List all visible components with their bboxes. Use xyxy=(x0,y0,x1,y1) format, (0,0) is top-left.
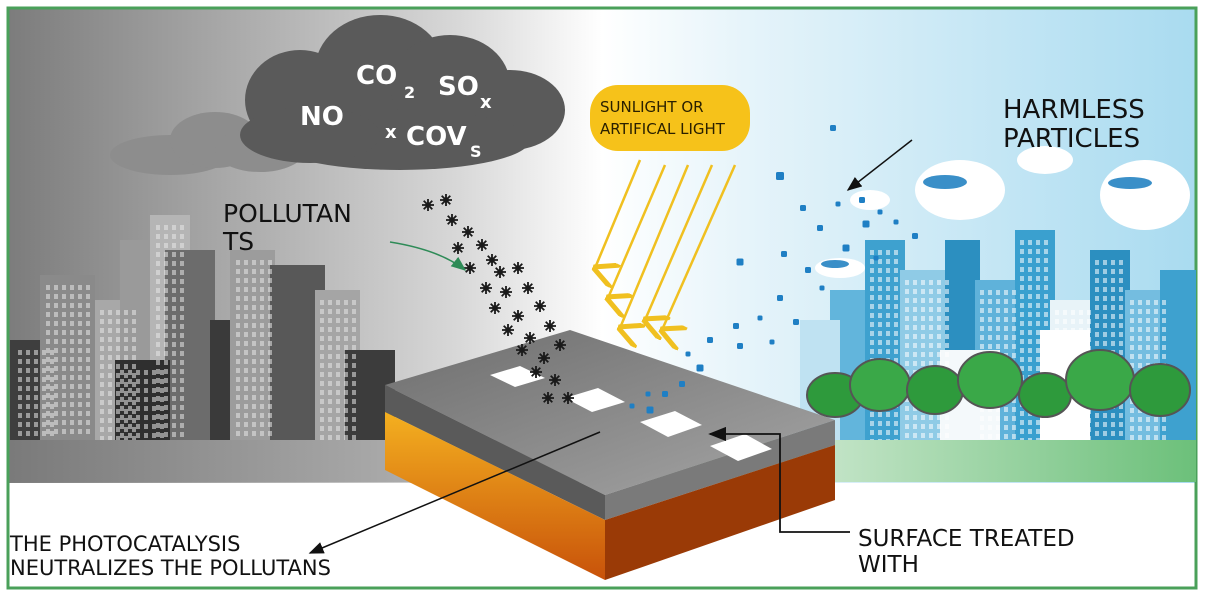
harmless-particle xyxy=(696,364,704,372)
so-formula: SO xyxy=(438,72,479,102)
harmless-particle xyxy=(793,319,799,325)
pollutants-label: POLLUTAN TS xyxy=(223,200,352,256)
harmless-particles xyxy=(629,125,918,414)
surface-label: SURFACE TREATED WITH xyxy=(858,526,1075,579)
harmless-particle xyxy=(819,285,825,291)
harmless-particle xyxy=(800,205,806,211)
harmless-arrow xyxy=(846,139,913,191)
harmless-particle xyxy=(817,225,823,231)
harmless-particle xyxy=(646,406,654,414)
harmless-particle xyxy=(769,339,775,345)
harmless-particle xyxy=(877,209,883,215)
harmless-particle xyxy=(737,343,743,349)
pollutant-particle xyxy=(511,261,525,275)
harmless-particle xyxy=(873,255,879,261)
surface-label-line1: SURFACE TREATED xyxy=(858,526,1075,552)
pollutants-label-line1: POLLUTAN xyxy=(223,199,352,228)
harmless-particle xyxy=(912,233,918,239)
pollutant-particle xyxy=(421,198,435,212)
harmless-particle xyxy=(862,220,870,228)
harmless-particle xyxy=(645,391,651,397)
grey-city-windows xyxy=(18,225,356,441)
blue-city-windows xyxy=(870,240,1166,444)
harmless-particle xyxy=(835,201,841,207)
harmless-particle xyxy=(830,125,836,131)
pollutant-particle xyxy=(493,265,507,279)
pollutant-particle xyxy=(541,391,555,405)
pollutants-label-line2: TS xyxy=(223,227,255,256)
harmless-particle xyxy=(805,267,811,273)
pollutant-particle xyxy=(475,238,489,252)
pollutant-particle xyxy=(523,331,537,345)
light-rays-icon xyxy=(595,159,737,330)
pollutant-particle xyxy=(485,253,499,267)
pollutant-particle xyxy=(499,285,513,299)
photocatalysis-arrow xyxy=(308,431,601,554)
photocatalysis-label-line2: NEUTRALIZES THE POLLUTANS xyxy=(10,555,331,580)
pollutant-particle xyxy=(529,365,543,379)
pollutant-particle xyxy=(543,319,557,333)
pollutant-particle xyxy=(501,323,515,337)
harmless-particle xyxy=(629,403,635,409)
pollutant-particle xyxy=(561,391,575,405)
light-label-line1: SUNLIGHT OR xyxy=(600,98,704,116)
tree-row-icon xyxy=(806,349,1191,418)
pollutant-particle xyxy=(521,281,535,295)
harmless-particle xyxy=(893,219,899,225)
photocatalysis-label: THE PHOTOCATALYSIS NEUTRALIZES THE POLLU… xyxy=(10,532,331,580)
harmless-particle xyxy=(707,337,713,343)
pollutant-particle xyxy=(445,213,459,227)
pollutant-particle xyxy=(537,351,551,365)
harmless-label-line2: PARTICLES xyxy=(1003,124,1141,155)
pollutant-particle xyxy=(463,261,477,275)
harmless-particle xyxy=(781,251,787,257)
pollutant-particle xyxy=(533,299,547,313)
co-subscript: 2 xyxy=(404,83,415,102)
pollutant-particle xyxy=(451,241,465,255)
road-slab-icon xyxy=(385,330,835,580)
white-cloud-icon xyxy=(815,146,1190,278)
harmless-particle xyxy=(859,197,865,203)
harmless-particle xyxy=(777,295,783,301)
harmless-label-line1: HARMLESS xyxy=(1003,95,1145,125)
cov-subscript: S xyxy=(470,142,482,161)
co-formula: CO xyxy=(356,61,397,91)
pollutant-particle xyxy=(439,193,453,207)
harmless-particle xyxy=(736,258,744,266)
harmless-particle xyxy=(679,381,685,387)
pollutant-particle xyxy=(548,373,562,387)
x-mark: x xyxy=(385,122,397,143)
pollutant-particle xyxy=(488,301,502,315)
harmless-particle xyxy=(757,315,763,321)
harmless-particle xyxy=(842,244,850,252)
pollutant-particle xyxy=(461,225,475,239)
harmless-particle xyxy=(662,391,668,397)
harmless-particle xyxy=(685,351,691,357)
pollutant-particle xyxy=(511,309,525,323)
pollutants-arrow xyxy=(389,241,467,271)
surface-label-line2: WITH xyxy=(858,551,919,578)
harmless-label: HARMLESS PARTICLES xyxy=(1003,95,1145,155)
photocatalysis-label-line1: THE PHOTOCATALYSIS xyxy=(10,532,241,556)
surface-arrow xyxy=(708,426,850,533)
smog-cloud-icon xyxy=(110,15,565,175)
light-label-line2: ARTIFICAL LIGHT xyxy=(600,120,726,138)
harmless-particle xyxy=(733,323,739,329)
pollutant-particle xyxy=(553,338,567,352)
pollutant-particle xyxy=(515,343,529,357)
harmless-particle xyxy=(776,172,784,180)
so-subscript: x xyxy=(480,92,492,113)
no-formula: NO xyxy=(300,102,344,132)
cov-formula: COV xyxy=(406,122,467,152)
pollutant-particle xyxy=(479,281,493,295)
light-badge xyxy=(590,85,750,151)
